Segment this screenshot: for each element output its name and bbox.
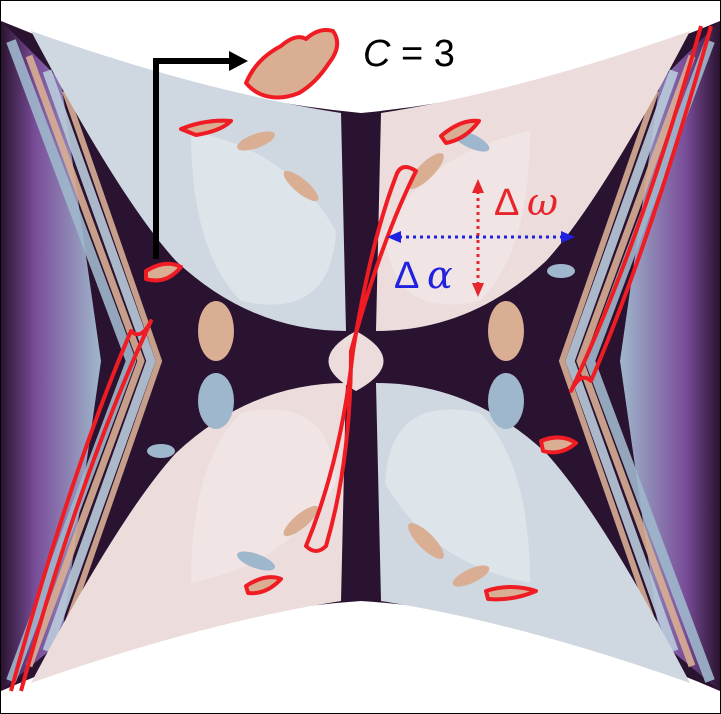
legend-label: C = 3 bbox=[363, 35, 455, 73]
legend-equals: = bbox=[390, 33, 434, 75]
delta-omega-symbol: ω bbox=[527, 180, 558, 224]
contour-island-5 bbox=[244, 575, 283, 596]
delta-alpha-delta: Δ bbox=[394, 255, 420, 297]
legend-swatch bbox=[244, 28, 340, 100]
delta-omega-arrow bbox=[472, 179, 484, 297]
contour-right-long bbox=[569, 25, 713, 393]
lobe-lower-right bbox=[385, 409, 530, 583]
pointer-arrow bbox=[153, 51, 248, 259]
delta-alpha-symbol: α bbox=[427, 253, 453, 297]
lobe-upper-left bbox=[191, 131, 336, 305]
chern-contours bbox=[9, 25, 713, 692]
contour-island-1 bbox=[179, 118, 233, 137]
right-fan-stripes bbox=[558, 39, 715, 683]
delta-omega-label: Δ ω bbox=[494, 183, 558, 222]
top-white-region bbox=[1, 1, 720, 113]
lobe-upper-right bbox=[385, 131, 530, 305]
mini-butterfly-fragments bbox=[147, 130, 575, 587]
bottom-white-region bbox=[1, 601, 720, 713]
contour-center bbox=[304, 165, 418, 553]
legend-value: 3 bbox=[433, 33, 455, 75]
contour-island-2 bbox=[144, 261, 183, 283]
delta-alpha-arrow bbox=[387, 231, 575, 243]
contour-island-6 bbox=[484, 585, 538, 602]
delta-alpha-label: Δ α bbox=[394, 256, 453, 295]
contour-island-3 bbox=[439, 118, 481, 145]
contour-island-4 bbox=[539, 435, 578, 455]
delta-omega-delta: Δ bbox=[494, 182, 520, 224]
legend-symbol: C bbox=[363, 33, 391, 75]
center-cross bbox=[328, 331, 384, 391]
contour-left-long bbox=[9, 319, 153, 692]
lobe-lower-left bbox=[191, 409, 336, 583]
